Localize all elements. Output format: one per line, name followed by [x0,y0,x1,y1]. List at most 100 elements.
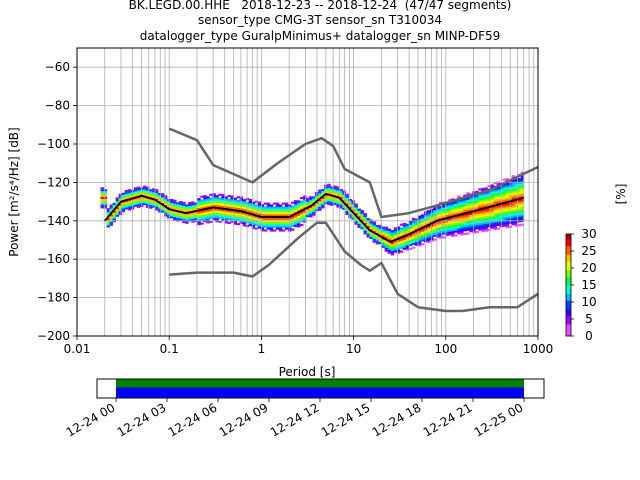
heatmap-cell [493,212,497,215]
heatmap-cell [520,217,525,221]
heatmap-cell [200,214,204,217]
heatmap-cell [445,207,449,210]
heatmap-cell [142,191,147,194]
heatmap-cell [118,211,123,214]
heatmap-cell [191,216,195,219]
heatmap-cell [300,196,304,200]
heatmap-cell [206,215,210,218]
heatmap-cell [148,202,153,205]
heatmap-cell [154,208,159,211]
heatmap-cell [354,222,358,225]
heatmap-cell [463,213,467,216]
colorbar-segment [566,302,571,305]
heatmap-cell [496,218,500,221]
colorbar-segment [566,330,571,333]
colorbar-segment [566,261,571,264]
heatmap-cell [354,209,358,212]
heatmap-cell [502,220,506,223]
heatmap-cell [124,193,129,196]
heatmap-cell [448,225,452,228]
heatmap-cell [182,203,186,206]
heatmap-cell [372,227,377,230]
heatmap-cell [493,210,497,213]
heatmap-cell [154,194,159,198]
heatmap-cell [399,239,404,242]
heatmap-cell [378,228,383,231]
heatmap-cell [366,235,370,238]
heatmap-cell [396,226,401,229]
heatmap-cell [218,212,222,216]
heatmap-cell [490,190,494,193]
heatmap-cell [330,190,334,193]
heatmap-cell [408,234,413,237]
heatmap-cell [100,194,104,197]
heatmap-cell [472,202,476,205]
heatmap-cell [484,227,488,230]
heatmap-cell [393,250,398,253]
heatmap-cell [275,208,280,211]
heatmap-cell [502,190,506,193]
heatmap-cell [420,235,425,238]
heatmap-cell [333,198,337,202]
colorbar-segment [566,244,571,247]
heatmap-cell [420,237,425,240]
heatmap-cell [348,212,352,215]
heatmap-cell [493,191,497,194]
heatmap-cell [136,192,141,195]
heatmap-cell [517,203,522,206]
heatmap-cell [475,198,479,201]
heatmap-cell [411,233,416,236]
heatmap-cell [103,204,107,207]
heatmap-cell [439,206,443,209]
heatmap-cell [369,232,373,236]
heatmap-cell [463,217,467,220]
heatmap-cell [254,204,259,207]
heatmap-cell [170,214,174,217]
heatmap-cell [191,201,195,204]
chart-title: BK.LEGD.00.HHE 2018-12-23 -- 2018-12-24 … [128,0,512,12]
heatmap-cell [463,221,467,224]
heatmap-cell [206,203,210,207]
heatmap-cell [154,196,159,199]
heatmap-cell [263,210,268,213]
heatmap-cell [426,233,431,236]
colorbar-segment [566,291,571,294]
heatmap-cell [142,199,147,202]
heatmap-cell [439,215,443,218]
heatmap-cell [466,203,470,206]
heatmap-cell [502,195,506,199]
heatmap-cell [433,215,437,218]
heatmap-cell [321,204,325,207]
y-tick-label: −120 [37,175,70,189]
heatmap-cell [309,211,313,214]
colorbar-segment [566,254,571,257]
heatmap-cell [266,221,271,224]
heatmap-cell [502,197,506,200]
heatmap-cell [303,210,307,213]
heatmap-cell [221,209,225,212]
x-tick-label: 0.01 [64,342,91,356]
heatmap-cell [426,238,431,242]
heatmap-cell [414,239,419,242]
heatmap-cell [511,202,516,205]
heatmap-cell [426,237,431,240]
heatmap-cell [254,212,259,215]
heatmap-cell [227,221,231,224]
heatmap-cell [433,225,437,228]
heatmap-cell [514,207,519,210]
heatmap-cell [197,207,201,210]
heatmap-cell [185,206,189,209]
heatmap-cell [333,193,337,196]
heatmap-cell [164,202,168,206]
heatmap-cell [167,203,171,206]
heatmap-cell [460,204,464,207]
heatmap-cell [266,225,271,228]
heatmap-cell [472,218,476,221]
heatmap-cell [197,203,201,207]
heatmap-cell [514,193,519,197]
heatmap-cell [227,216,231,219]
heatmap-cell [357,225,361,228]
heatmap-cell [469,203,473,206]
heatmap-cell [266,210,271,213]
heatmap-cell [275,202,280,205]
